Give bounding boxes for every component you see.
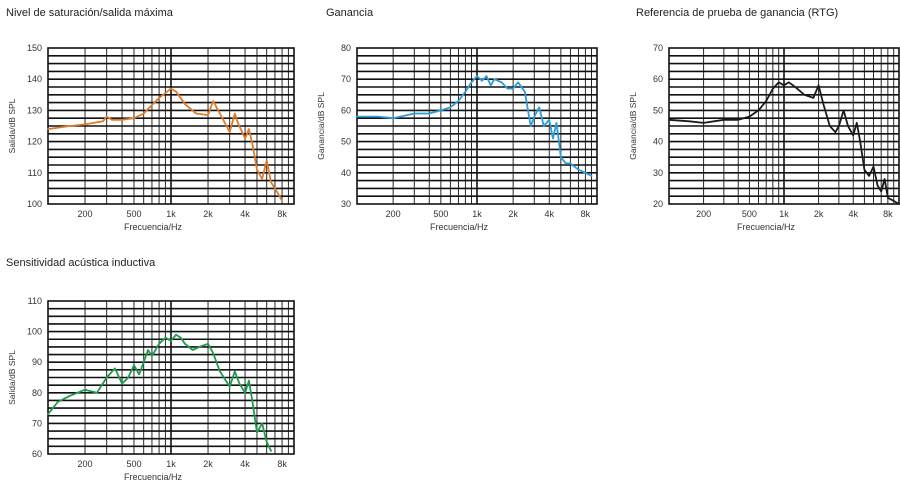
chart-title: Nivel de saturación/salida máxima: [6, 7, 174, 19]
x-tick-label: 4k: [240, 459, 250, 469]
x-axis-label: Frecuencia/Hz: [430, 222, 489, 232]
y-tick-label: 70: [341, 74, 351, 84]
x-tick-label: 2k: [203, 459, 213, 469]
x-tick-label: 8k: [581, 209, 591, 219]
x-tick-label: 200: [386, 209, 401, 219]
series-line: [47, 333, 272, 452]
y-tick-label: 20: [653, 199, 663, 209]
chart-panel-rtg: Referencia de prueba de ganancia (RTG) 20…: [610, 0, 900, 250]
x-tick-label: 1k: [472, 209, 482, 219]
y-tick-label: 60: [32, 449, 42, 459]
y-tick-label: 110: [28, 296, 42, 306]
x-axis-label: Frecuencia/Hz: [737, 222, 796, 232]
y-tick-label: 30: [653, 168, 663, 178]
y-tick-label: 40: [653, 137, 663, 147]
y-tick-label: 60: [653, 74, 663, 84]
y-tick-label: 30: [341, 199, 351, 209]
x-tick-label: 1k: [779, 209, 789, 219]
chart-title: Ganancia: [326, 7, 374, 19]
y-axis-label: Ganancia/dB SPL: [628, 92, 638, 160]
x-tick-label: 500: [126, 459, 141, 469]
x-tick-label: 2k: [814, 209, 824, 219]
chart-panel-induction: Sensitividad acústica inductiva 60 70 80 90 1…: [0, 250, 300, 493]
x-tick-label: 4k: [848, 209, 858, 219]
chart-panel-gain: Ganancia 30 40 50 60 70 80 200 500 1k 2k 4k 8k Frecue…: [300, 0, 600, 250]
x-tick-label: 2k: [203, 209, 213, 219]
y-tick-label: 130: [27, 105, 42, 115]
x-axis-label: Frecuencia/Hz: [124, 222, 183, 232]
chart-svg-rtg: Referencia de prueba de ganancia (RTG) 20…: [628, 7, 900, 232]
y-tick-label: 140: [27, 74, 42, 84]
y-tick-label: 50: [653, 105, 663, 115]
x-tick-label: 8k: [883, 209, 893, 219]
y-tick-label: 40: [341, 168, 351, 178]
x-tick-label: 200: [696, 209, 711, 219]
y-axis-label: Ganancia/dB SPL: [316, 92, 326, 160]
chart-title: Referencia de prueba de ganancia (RTG): [636, 7, 838, 19]
y-tick-label: 150: [27, 43, 42, 53]
x-tick-label: 200: [78, 209, 93, 219]
x-tick-label: 2k: [508, 209, 518, 219]
x-tick-label: 500: [126, 209, 141, 219]
x-tick-label: 8k: [277, 209, 287, 219]
y-tick-label: 70: [653, 43, 663, 53]
y-tick-label: 100: [27, 199, 42, 209]
x-tick-label: 500: [742, 209, 757, 219]
y-tick-label: 100: [27, 327, 42, 337]
y-axis-label: Salida/dB SPL: [7, 350, 17, 405]
y-tick-label: 90: [32, 357, 42, 367]
chart-panel-max-output: Nivel de saturación/salida máxima 100 110 1…: [0, 0, 300, 250]
x-tick-label: 500: [433, 209, 448, 219]
x-tick-label: 1k: [166, 459, 176, 469]
y-axis-label: Salida/dB SPL: [7, 98, 17, 153]
y-tick-label: 80: [341, 43, 351, 53]
chart-svg-gain: Ganancia 30 40 50 60 70 80 200 500 1k 2k 4k 8k Frecue…: [316, 7, 598, 232]
x-axis-label: Frecuencia/Hz: [124, 472, 183, 482]
series-line: [47, 87, 284, 202]
y-tick-label: 120: [27, 137, 42, 147]
x-tick-label: 1k: [166, 209, 176, 219]
series-line: [356, 75, 593, 177]
y-tick-label: 80: [32, 388, 42, 398]
x-tick-label: 4k: [544, 209, 554, 219]
y-tick-label: 50: [341, 137, 351, 147]
series-line: [668, 81, 900, 205]
chart-svg-induction: Sensitividad acústica inductiva 60 70 80 90 1…: [6, 257, 295, 482]
chart-svg-max-output: Nivel de saturación/salida máxima 100 110 1…: [6, 7, 295, 232]
x-tick-label: 8k: [277, 459, 287, 469]
x-tick-label: 4k: [240, 209, 250, 219]
x-tick-label: 200: [78, 459, 93, 469]
chart-title: Sensitividad acústica inductiva: [6, 257, 156, 269]
y-tick-label: 70: [32, 418, 42, 428]
y-tick-label: 110: [28, 168, 42, 178]
y-tick-label: 60: [341, 105, 351, 115]
